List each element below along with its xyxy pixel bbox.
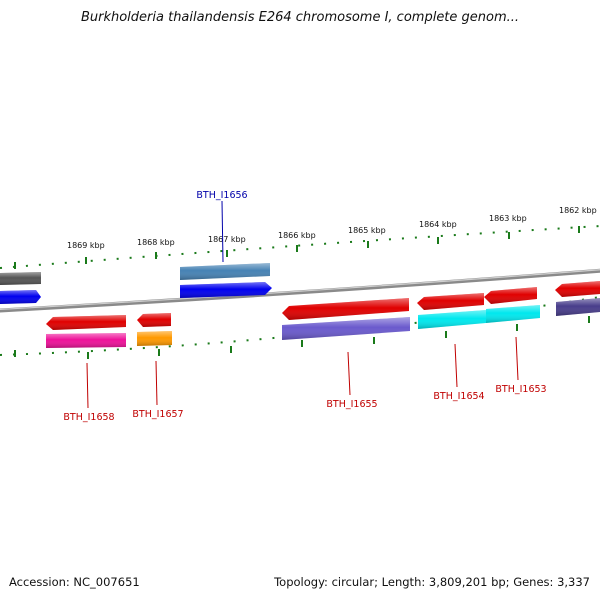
gene-bth-i1657-feature[interactable] xyxy=(137,331,172,346)
gene-bth-i1653[interactable] xyxy=(484,287,537,304)
gene-blue-left[interactable] xyxy=(0,290,41,304)
label-bth-i1658[interactable]: BTH_I1658 xyxy=(63,412,114,423)
gene-bth-i1653-feature[interactable] xyxy=(486,305,540,323)
gene-red-right[interactable] xyxy=(555,281,600,297)
chromosome-backbone-highlight xyxy=(0,269,600,311)
scale-label-1862: 1862 kbp xyxy=(559,206,597,215)
label-line-bth-i1655 xyxy=(347,351,351,396)
gene-bth-i1658[interactable] xyxy=(46,315,126,330)
gene-bth-i1654[interactable] xyxy=(417,293,484,310)
gene-bth-i1656-feature[interactable] xyxy=(180,263,270,280)
label-line-bth-i1657 xyxy=(155,360,158,406)
label-bth-i1653[interactable]: BTH_I1653 xyxy=(495,384,546,395)
scale-label-1865: 1865 kbp xyxy=(348,226,386,235)
gene-bth-i1657[interactable] xyxy=(137,313,171,327)
gene-bth-i1656[interactable] xyxy=(180,282,272,298)
label-bth-i1655[interactable]: BTH_I1655 xyxy=(326,399,377,410)
scale-label-1863: 1863 kbp xyxy=(489,214,527,223)
label-line-bth-i1656 xyxy=(221,200,224,263)
gene-bth-i1655[interactable] xyxy=(282,298,409,320)
label-bth-i1656[interactable]: BTH_I1656 xyxy=(196,190,247,201)
gene-bth-i1658-feature[interactable] xyxy=(46,333,126,348)
scale-labels: 1869 kbp 1868 kbp 1867 kbp 1866 kbp 1865… xyxy=(67,206,597,250)
gene-bth-i1654-feature[interactable] xyxy=(418,310,486,329)
label-line-bth-i1658 xyxy=(86,362,89,409)
lower-major-ticks xyxy=(14,316,590,359)
genome-summary-text: Topology: circular; Length: 3,809,201 bp… xyxy=(274,575,590,589)
gene-bth-i1655-feature[interactable] xyxy=(282,317,410,340)
scale-label-1864: 1864 kbp xyxy=(419,220,457,229)
label-line-bth-i1653 xyxy=(515,336,519,381)
scale-label-1869: 1869 kbp xyxy=(67,241,105,250)
map-title: Burkholderia thailandensis E264 chromoso… xyxy=(80,10,520,25)
gene-darkslateblue-right[interactable] xyxy=(556,298,600,316)
label-bth-i1654[interactable]: BTH_I1654 xyxy=(433,391,484,402)
label-line-bth-i1654 xyxy=(454,343,458,388)
label-bth-i1657[interactable]: BTH_I1657 xyxy=(132,409,183,420)
scale-label-1867: 1867 kbp xyxy=(208,235,246,244)
upper-scale-track xyxy=(0,225,600,269)
gene-gray-left[interactable] xyxy=(0,272,41,285)
scale-label-1868: 1868 kbp xyxy=(137,238,175,247)
accession-text: Accession: NC_007651 xyxy=(9,575,140,589)
upper-major-ticks xyxy=(14,226,580,269)
chromosome-backbone xyxy=(0,268,600,313)
scale-label-1866: 1866 kbp xyxy=(278,231,316,240)
